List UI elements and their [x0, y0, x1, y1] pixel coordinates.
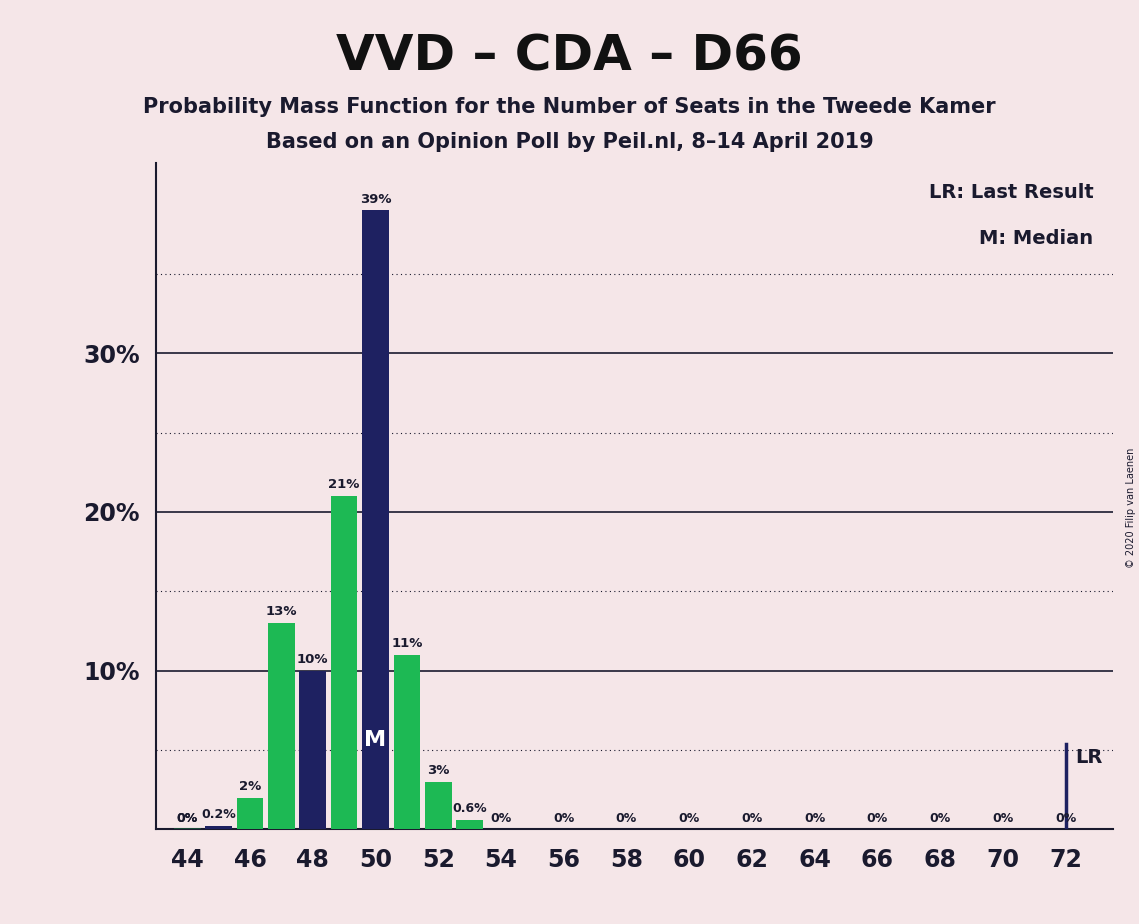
Text: 10%: 10% [297, 653, 328, 666]
Text: 2%: 2% [239, 780, 261, 793]
Text: LR: Last Result: LR: Last Result [928, 183, 1093, 201]
Text: 0%: 0% [616, 811, 637, 824]
Text: 0%: 0% [679, 811, 699, 824]
Text: M: Median: M: Median [980, 229, 1093, 249]
Text: LR: LR [1075, 748, 1103, 768]
Bar [457, 820, 483, 830]
Text: 0%: 0% [741, 811, 762, 824]
Text: Probability Mass Function for the Number of Seats in the Tweede Kamer: Probability Mass Function for the Number… [144, 97, 995, 117]
Text: 21%: 21% [328, 479, 360, 492]
Text: 39%: 39% [360, 193, 392, 206]
Text: 0%: 0% [491, 811, 511, 824]
Text: 3%: 3% [427, 764, 450, 777]
Text: 0%: 0% [867, 811, 888, 824]
Bar [425, 782, 451, 830]
Text: 0.2%: 0.2% [202, 808, 236, 821]
Text: © 2020 Filip van Laenen: © 2020 Filip van Laenen [1126, 448, 1136, 568]
Text: 0%: 0% [177, 811, 198, 824]
Bar [237, 797, 263, 830]
Bar [300, 671, 326, 830]
Bar [330, 496, 358, 830]
Text: 13%: 13% [265, 605, 297, 618]
Bar [205, 826, 232, 830]
Text: 0%: 0% [929, 811, 951, 824]
Text: M: M [364, 730, 386, 750]
Text: 11%: 11% [391, 637, 423, 650]
Bar [268, 623, 295, 830]
Text: VVD – CDA – D66: VVD – CDA – D66 [336, 32, 803, 80]
Text: 0.6%: 0.6% [452, 802, 486, 815]
Text: 0%: 0% [554, 811, 574, 824]
Text: 0%: 0% [1055, 811, 1076, 824]
Bar [394, 655, 420, 830]
Text: 0%: 0% [992, 811, 1014, 824]
Text: 0%: 0% [177, 811, 198, 824]
Text: 0%: 0% [804, 811, 826, 824]
Text: Based on an Opinion Poll by Peil.nl, 8–14 April 2019: Based on an Opinion Poll by Peil.nl, 8–1… [265, 132, 874, 152]
Bar [362, 211, 388, 830]
